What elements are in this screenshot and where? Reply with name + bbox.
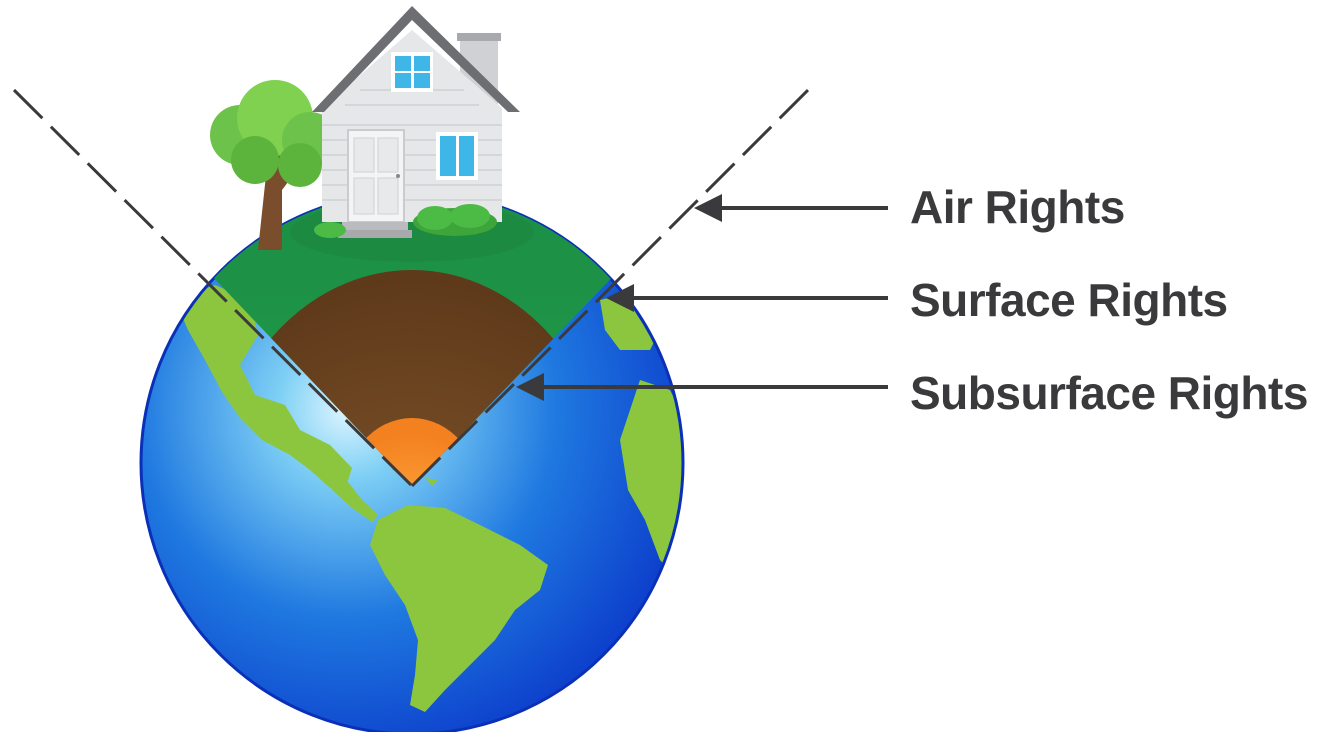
subsurface-rights-arrowhead [516, 373, 544, 401]
air-rights-label: Air Rights [910, 181, 1125, 233]
subsurface-rights-label: Subsurface Rights [910, 367, 1308, 419]
house-icon [312, 6, 520, 238]
air-rights-arrowhead [694, 194, 722, 222]
surface-rights-label: Surface Rights [910, 274, 1228, 326]
surface-rights-arrowhead [606, 284, 634, 312]
property-boundary-lines [12, 88, 810, 488]
arrow-icon [516, 194, 888, 401]
